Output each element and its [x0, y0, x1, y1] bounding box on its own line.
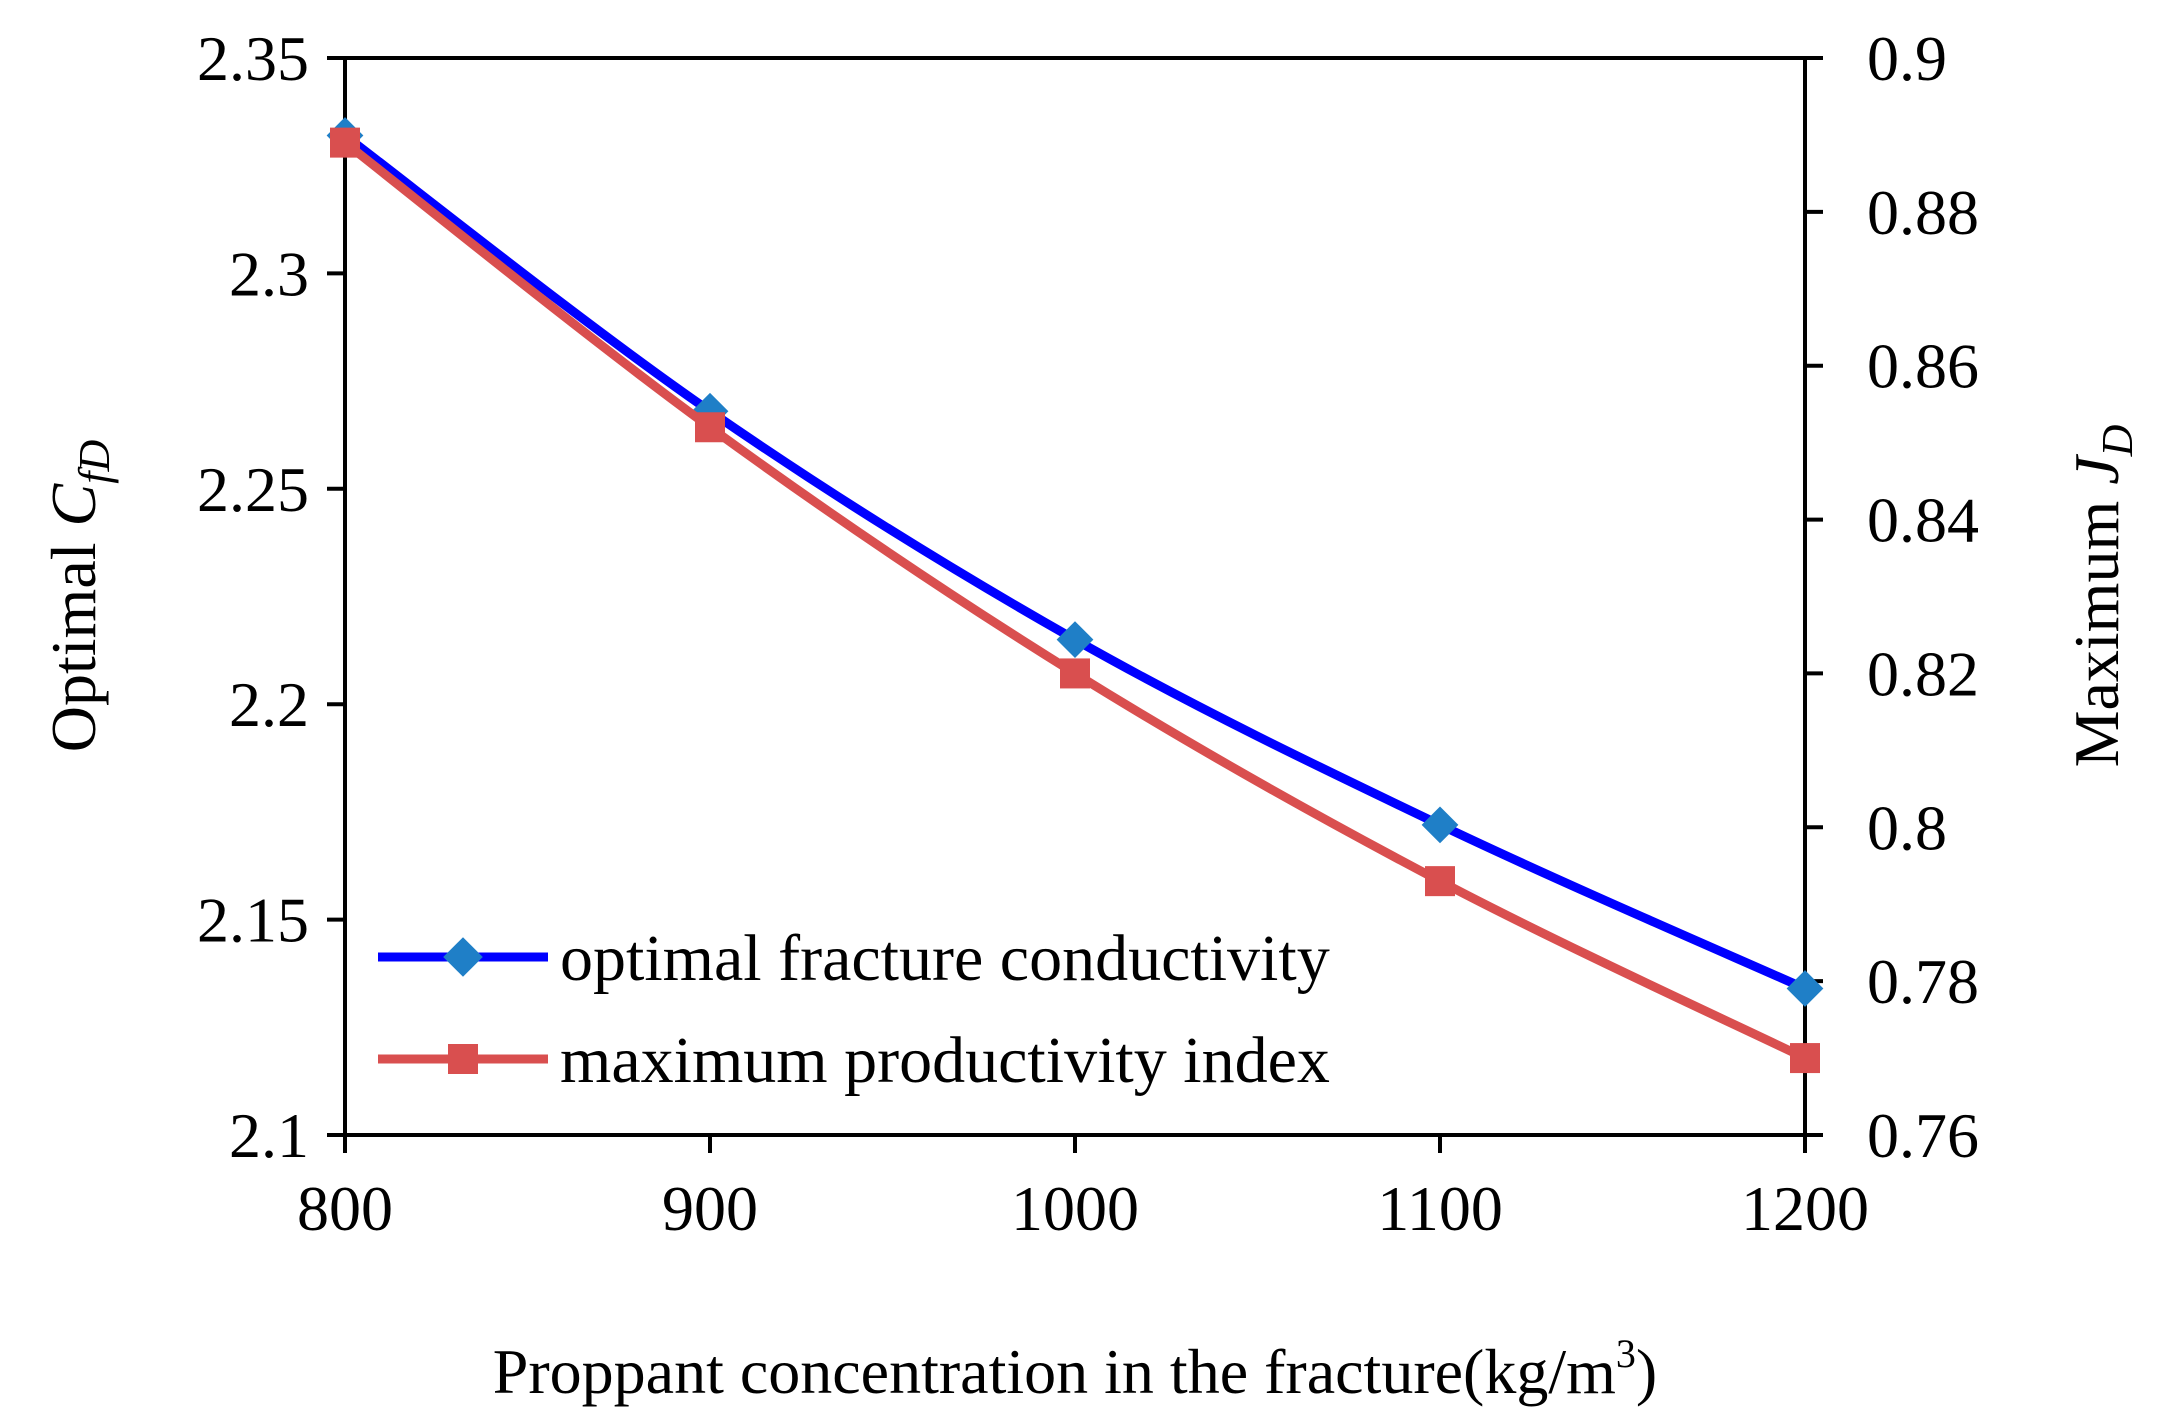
left-tick-label: 2.15: [197, 885, 309, 956]
data-point-maximum-productivity-index: [1425, 866, 1455, 897]
data-point-optimal-fracture-conductivity: [1056, 621, 1094, 658]
right-tick-label: 0.76: [1867, 1100, 1979, 1171]
series-line-maximum-productivity-index: [342, 139, 1807, 1063]
data-point-maximum-productivity-index: [695, 412, 725, 443]
right-tick-label: 0.8: [1867, 792, 1947, 863]
legend-label-maximum-productivity-index: maximum productivity index: [560, 1024, 1330, 1097]
data-point-maximum-productivity-index: [1790, 1043, 1820, 1074]
legend: optimal fracture conductivity maximum pr…: [378, 922, 1330, 1097]
right-tick-label: 0.78: [1867, 946, 1979, 1017]
right-y-axis: 0.76 0.78 0.8 0.82 0.84 0.86 0.88 0.9: [1805, 23, 1979, 1171]
left-tick-label: 2.1: [229, 1100, 309, 1171]
x-tick-label: 1100: [1377, 1173, 1503, 1244]
left-y-axis: 2.1 2.15 2.2 2.25 2.3 2.35: [197, 23, 345, 1171]
right-tick-label: 0.82: [1867, 638, 1979, 709]
legend-diamond-icon: [443, 937, 483, 977]
data-point-maximum-productivity-index: [330, 127, 360, 158]
data-point-maximum-productivity-index: [1060, 658, 1090, 689]
left-tick-label: 2.35: [197, 23, 309, 94]
right-y-axis-title: Maximum JD: [2061, 424, 2142, 767]
right-tick-label: 0.84: [1867, 485, 1979, 556]
x-tick-label: 800: [297, 1173, 393, 1244]
data-point-optimal-fracture-conductivity: [1421, 806, 1459, 844]
series-layer: [326, 117, 1824, 1074]
right-tick-label: 0.9: [1867, 23, 1947, 94]
legend-label-optimal-fracture-conductivity: optimal fracture conductivity: [560, 922, 1330, 995]
legend-item-optimal-fracture-conductivity: optimal fracture conductivity: [378, 922, 1330, 995]
data-point-optimal-fracture-conductivity: [1786, 970, 1824, 1007]
left-tick-label: 2.2: [229, 669, 309, 740]
x-tick-label: 1000: [1011, 1173, 1139, 1244]
right-tick-label: 0.88: [1867, 177, 1979, 248]
x-tick-label: 1200: [1741, 1173, 1869, 1244]
right-tick-label: 0.86: [1867, 331, 1979, 402]
x-axis: 800 900 1000 1100 1200: [297, 1135, 1869, 1244]
legend-item-maximum-productivity-index: maximum productivity index: [378, 1024, 1330, 1097]
x-tick-label: 900: [662, 1173, 758, 1244]
left-y-axis-title: Optimal CfD: [38, 440, 119, 753]
x-axis-title: Proppant concentration in the fracture(k…: [493, 1331, 1657, 1407]
legend-square-icon: [448, 1044, 478, 1074]
left-tick-label: 2.25: [197, 454, 309, 525]
series-line-optimal-fracture-conductivity: [342, 131, 1807, 993]
left-tick-label: 2.3: [229, 238, 309, 309]
